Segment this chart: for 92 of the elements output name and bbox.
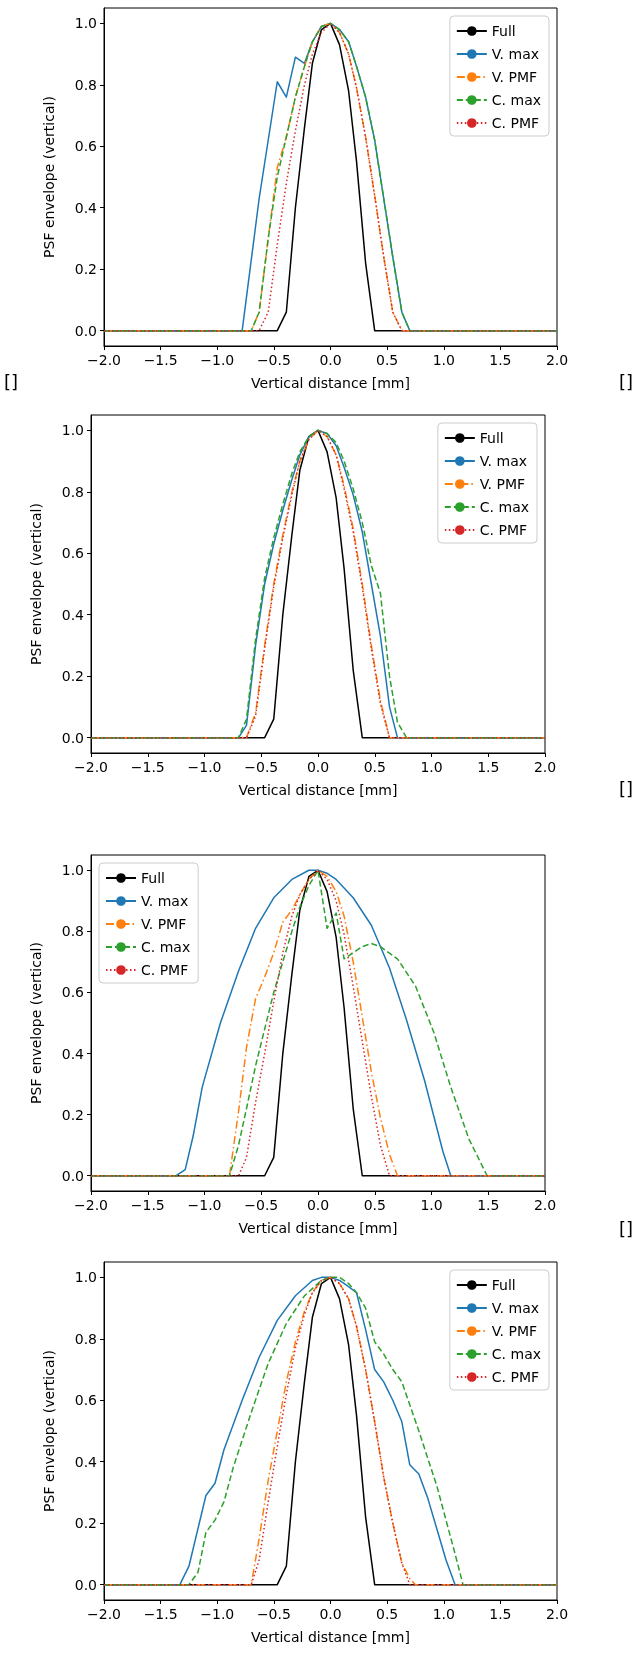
x-tick-label: −1.0 xyxy=(200,352,235,368)
x-tick-label: −0.5 xyxy=(256,1606,291,1622)
y-tick-label: 0.6 xyxy=(61,984,85,1001)
x-tick-label: 1.0 xyxy=(420,759,443,775)
x-tick-label: 2.0 xyxy=(545,352,569,368)
text: [] xyxy=(618,370,633,392)
y-tick-label: 0.2 xyxy=(74,261,97,278)
x-tick-label: −2.0 xyxy=(87,1606,121,1622)
x-tick-label: −1.0 xyxy=(200,1606,235,1622)
y-tick-label: 0.4 xyxy=(74,1453,98,1470)
y-axis-title: PSF envelope (vertical) xyxy=(28,942,44,1104)
x-tick-label: −1.5 xyxy=(143,352,178,368)
x-tick-label: 1.5 xyxy=(489,352,512,368)
y-tick-label: 1.0 xyxy=(74,15,97,32)
x-tick-label: 1.5 xyxy=(477,1197,500,1213)
legend-label: C. PMF xyxy=(141,962,189,978)
y-tick-label: 0.0 xyxy=(61,729,84,746)
y-axis-title: PSF envelope (vertical) xyxy=(41,96,57,258)
legend-label: V. PMF xyxy=(491,1323,538,1339)
legend-label: C. max xyxy=(491,92,542,108)
x-tick-label: 0.5 xyxy=(363,1197,386,1213)
y-tick-label: 0.8 xyxy=(61,483,84,500)
y-tick-label: 0.6 xyxy=(61,545,85,562)
y-axis-title: PSF envelope (vertical) xyxy=(28,503,44,665)
x-tick-label: 1.0 xyxy=(432,1606,455,1622)
y-tick-label: 0.4 xyxy=(61,1045,85,1062)
legend-label: Full xyxy=(141,870,165,886)
legend-label: V. PMF xyxy=(479,476,526,492)
y-tick-label: 0.8 xyxy=(74,76,97,93)
x-tick-label: −2.0 xyxy=(74,759,108,775)
x-tick-label: −1.0 xyxy=(187,759,222,775)
x-tick-label: −2.0 xyxy=(87,352,121,368)
text: [] xyxy=(618,777,633,799)
x-tick-label: 0.0 xyxy=(306,1197,330,1213)
y-tick-label: 0.8 xyxy=(61,923,84,940)
legend-label: C. PMF xyxy=(479,522,528,538)
x-axis-title: Vertical distance [mm] xyxy=(238,782,398,798)
x-tick-label: 2.0 xyxy=(533,759,557,775)
x-tick-label: 2.0 xyxy=(533,1197,557,1213)
legend-label: V. max xyxy=(491,1300,540,1316)
legend-label: C. max xyxy=(479,499,530,515)
x-tick-label: 0.0 xyxy=(319,352,342,368)
legend-label: C. PMF xyxy=(491,115,540,131)
x-tick-label: 0.5 xyxy=(363,759,386,775)
legend-label: Full xyxy=(479,430,504,446)
x-tick-label: 1.0 xyxy=(432,352,455,368)
x-tick-label: 1.5 xyxy=(489,1606,512,1622)
legend-label: V. max xyxy=(479,453,528,469)
y-tick-label: 1.0 xyxy=(74,1269,97,1286)
y-tick-label: 0.0 xyxy=(74,322,97,339)
x-tick-label: −0.5 xyxy=(244,759,279,775)
x-tick-label: 0.0 xyxy=(306,759,330,775)
x-tick-label: 0.5 xyxy=(375,1606,399,1622)
legend-label: C. PMF xyxy=(491,1369,540,1385)
legend-label: V. max xyxy=(491,46,540,62)
y-tick-label: 0.0 xyxy=(61,1167,84,1184)
x-tick-label: −1.5 xyxy=(130,759,165,775)
legend-label: C. max xyxy=(491,1346,542,1362)
legend-label: V. PMF xyxy=(491,69,538,85)
x-tick-label: −0.5 xyxy=(244,1197,279,1213)
y-tick-label: 1.0 xyxy=(61,862,84,879)
x-tick-label: 0.5 xyxy=(375,352,399,368)
y-tick-label: 0.2 xyxy=(61,1106,84,1123)
legend-label: Full xyxy=(491,1277,516,1293)
y-tick-label: 0.0 xyxy=(74,1576,97,1593)
x-tick-label: −0.5 xyxy=(256,352,291,368)
x-tick-label: 0.0 xyxy=(319,1606,342,1622)
y-axis-title: PSF envelope (vertical) xyxy=(41,1350,57,1512)
y-tick-label: 0.8 xyxy=(74,1330,97,1347)
x-tick-label: −1.5 xyxy=(143,1606,178,1622)
y-tick-label: 0.4 xyxy=(61,606,85,623)
x-axis-title: Vertical distance [mm] xyxy=(238,1220,398,1236)
legend-label: V. max xyxy=(141,893,189,909)
y-tick-label: 0.2 xyxy=(74,1515,97,1532)
text: [] xyxy=(4,370,19,392)
legend-label: C. max xyxy=(141,939,191,955)
y-tick-label: 1.0 xyxy=(61,422,84,439)
text: [] xyxy=(618,1217,633,1239)
x-axis-title: Vertical distance [mm] xyxy=(251,375,410,391)
x-tick-label: 1.5 xyxy=(477,759,500,775)
y-tick-label: 0.2 xyxy=(61,668,84,685)
y-tick-label: 0.4 xyxy=(74,199,98,216)
x-tick-label: −1.5 xyxy=(130,1197,165,1213)
x-tick-label: 2.0 xyxy=(545,1606,569,1622)
legend-label: Full xyxy=(491,23,516,39)
legend-label: V. PMF xyxy=(141,916,187,932)
y-tick-label: 0.6 xyxy=(74,138,98,155)
x-tick-label: −1.0 xyxy=(187,1197,222,1213)
y-tick-label: 0.6 xyxy=(74,1392,98,1409)
x-tick-label: −2.0 xyxy=(74,1197,108,1213)
x-axis-title: Vertical distance [mm] xyxy=(251,1629,410,1645)
x-tick-label: 1.0 xyxy=(420,1197,443,1213)
